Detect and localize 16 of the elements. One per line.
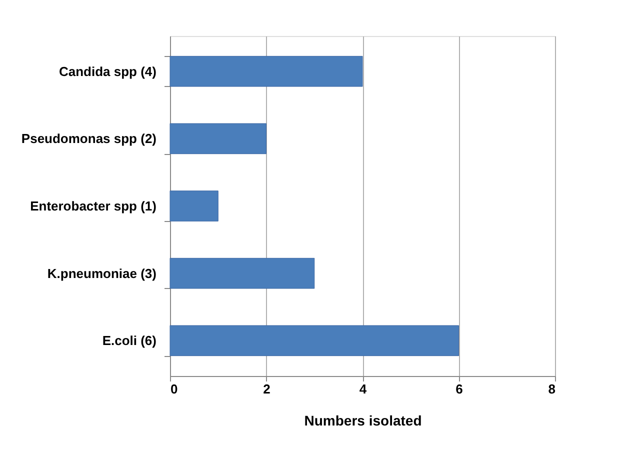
x-tick-label: 2 [263,382,270,396]
x-tick-label: 4 [359,382,368,396]
y-tick-label: K.pneumoniae (3) [47,266,156,281]
y-tick-label: Pseudomonas spp (2) [21,131,156,146]
x-tick-label: 6 [456,382,463,396]
bar [170,123,266,154]
x-axis-title: Numbers isolated [304,412,422,428]
x-tick-label: 8 [548,382,556,396]
bar [170,325,459,356]
bar [170,190,218,222]
y-tick-label: Candida spp (4) [58,64,156,79]
y-tick-label: E.coli (6) [102,333,156,348]
x-tick-label: 0 [170,382,178,396]
y-tick-label: Enterobacter spp (1) [30,198,156,214]
bar [170,56,363,87]
bar [170,258,315,289]
